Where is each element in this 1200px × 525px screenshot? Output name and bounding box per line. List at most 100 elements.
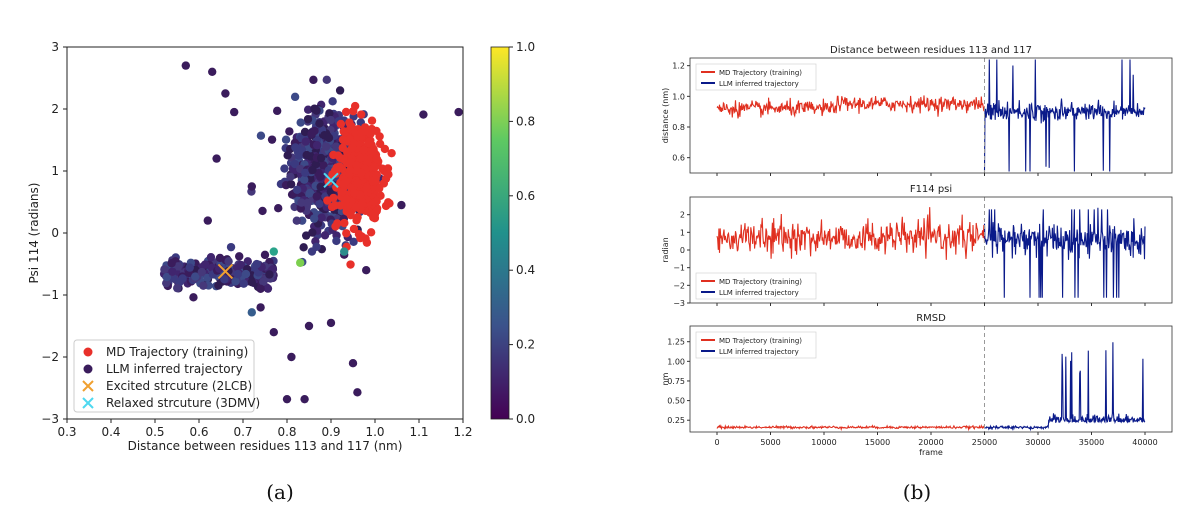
llm-trajectory-line: [983, 59, 1146, 172]
scatter-point: [167, 259, 176, 268]
scatter-point: [260, 250, 270, 260]
scatter-point: [385, 199, 394, 208]
scatter-point: [296, 118, 305, 127]
scatter-point: [296, 258, 305, 267]
scatter-point: [290, 159, 300, 169]
scatter-point: [267, 135, 277, 144]
scatter-point: [286, 180, 296, 189]
scatter-point: [322, 142, 331, 151]
scatter-point: [168, 267, 177, 276]
scatter-point: [324, 133, 334, 143]
scatter-point: [338, 186, 347, 196]
scatter-point: [349, 224, 359, 234]
scatter-point: [350, 188, 359, 198]
colorbar-tick-label: 0.6: [516, 189, 535, 203]
subplot-frame: [689, 57, 1173, 174]
y-axis-label: distance (nm): [661, 88, 670, 144]
scatter-point: [372, 126, 381, 136]
scatter-point: [346, 157, 355, 167]
scatter-point: [258, 206, 267, 216]
scatter-point: [301, 137, 311, 146]
scatter-point: [343, 201, 352, 211]
scatter-point: [259, 277, 268, 287]
scatter-point: [300, 394, 309, 404]
scatter-point: [359, 145, 368, 155]
x-axis-label: frame: [919, 448, 943, 457]
scatter-point: [310, 126, 319, 136]
scatter-point: [384, 170, 393, 179]
scatter-point: [173, 283, 182, 293]
scatter-point: [203, 216, 212, 225]
scatter-point: [330, 201, 340, 210]
scatter-point: [362, 266, 371, 275]
scatter-point: [331, 222, 340, 231]
legend-b: MD Trajectory (training) LLM inferred tra…: [695, 331, 817, 359]
subplot-title: RMSD: [916, 313, 946, 324]
scatter-point: [299, 243, 308, 252]
scatter-point: [185, 263, 194, 272]
caption-b: (b): [903, 480, 931, 504]
legend-a: MD Trajectory (training) LLM inferred tra…: [73, 339, 260, 413]
legend-marker-x: [82, 397, 94, 409]
scatter-point: [181, 61, 190, 70]
scatter-point: [332, 142, 341, 151]
panel-a: 0.3 0.4 0.5 0.6 0.7 0.8 0.9 1.0 1.1 1.2 3 2 1 0 −1 −2 −…: [27, 40, 535, 504]
x-tick-label: 0.3: [57, 425, 76, 439]
scatter-point: [345, 166, 355, 175]
subplot-2: F114 psi 2 1 0 −1 −2 −3 radian MD Trajectory (tr…: [661, 184, 1173, 308]
scatter-point: [252, 259, 261, 269]
scatter-point: [231, 277, 240, 286]
scatter-point: [247, 277, 256, 287]
scatter-point: [303, 198, 313, 207]
scatter-point: [212, 154, 221, 163]
x-tick-label: 40000: [1132, 438, 1157, 447]
scatter-point: [247, 308, 256, 317]
legend-label: LLM inferred trajectory: [106, 362, 243, 376]
scatter-point: [367, 116, 377, 125]
legend-label: LLM inferred trajectory: [719, 289, 799, 297]
scatter-point: [281, 135, 291, 144]
legend-label: MD Trajectory (training): [719, 69, 802, 77]
scatter-point: [335, 162, 344, 171]
scatter-point: [341, 107, 351, 117]
scatter-point: [353, 179, 362, 188]
scatter-point: [309, 214, 319, 223]
scatter-point: [370, 162, 379, 172]
x-tick-label: 0.6: [189, 425, 208, 439]
scatter-point: [349, 237, 358, 246]
colorbar: [490, 46, 510, 420]
x-tick-label: 1.2: [453, 425, 472, 439]
scatter-point: [317, 213, 326, 222]
legend-label: MD Trajectory (training): [106, 345, 248, 359]
scatter-point: [340, 247, 349, 256]
y-tick-label: 0.50: [667, 397, 685, 406]
subplot-frame: [689, 325, 1173, 433]
scatter-point: [316, 153, 326, 163]
scatter-point: [329, 193, 338, 203]
scatter-point: [297, 198, 306, 207]
y-tick-label: 1.0: [672, 92, 685, 101]
x-axis-ticks: 0.3 0.4 0.5 0.6 0.7 0.8 0.9 1.0 1.1 1.2: [57, 419, 473, 439]
subplot-title: Distance between residues 113 and 117: [830, 45, 1032, 56]
colorbar-tick-label: 0.4: [516, 263, 535, 277]
scatter-point: [308, 228, 317, 237]
y-tick-label: −3: [41, 412, 59, 426]
scatter-point: [339, 154, 348, 163]
scatter-point: [326, 115, 335, 125]
y-tick-label: 0: [680, 246, 685, 255]
scatter-point: [312, 141, 322, 150]
scatter-point: [301, 168, 310, 178]
caption-a: (a): [266, 480, 294, 504]
scatter-point: [304, 321, 314, 331]
y-tick-label: 0.6: [672, 154, 685, 163]
scatter-point: [256, 284, 265, 293]
scatter-point: [309, 75, 318, 85]
scatter-point: [335, 86, 345, 95]
x-tick-label: 0.7: [233, 425, 252, 439]
legend-label: Excited strcuture (2LCB): [106, 379, 252, 393]
legend-marker-dot: [83, 364, 93, 374]
scatter-point: [292, 185, 302, 195]
scatter-point: [300, 127, 310, 137]
scatter-point: [357, 168, 366, 178]
